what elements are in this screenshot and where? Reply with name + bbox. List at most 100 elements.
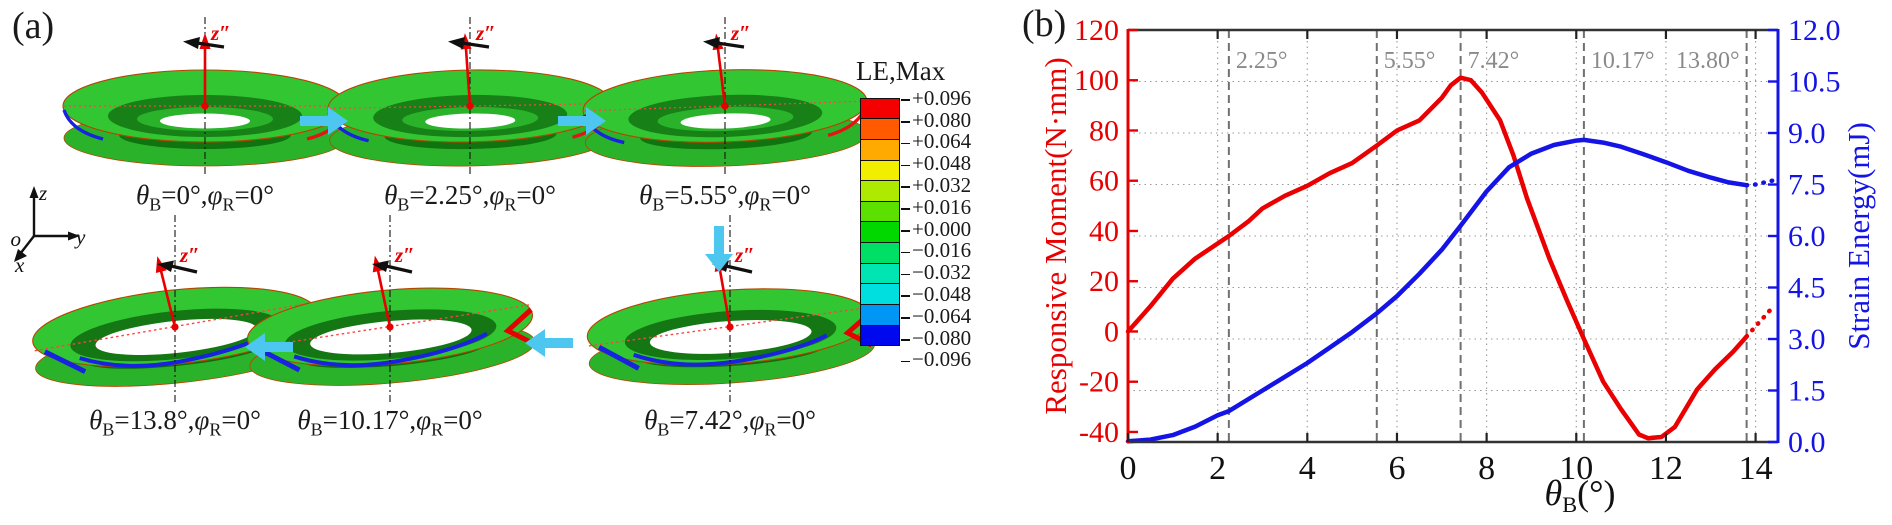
triad-label-o: o — [11, 227, 22, 251]
blue-edge-thick — [597, 344, 640, 371]
legend-tick-line — [901, 208, 910, 210]
x-tick-label: 8 — [1478, 450, 1495, 487]
red-dotted-diameter — [249, 303, 531, 350]
annotation-lines: 2.25° 5.55° 7.42° 10.17° 13.80° — [1227, 30, 1748, 442]
torus-cell: z″ θB=10.17°,φR=0° — [240, 212, 540, 440]
legend-tick-line — [901, 251, 910, 254]
tangent-arrow — [372, 260, 413, 274]
tangent-arrow — [448, 37, 490, 49]
annotation-label: 10.17° — [1591, 48, 1655, 74]
legend-color-swatch — [860, 242, 900, 264]
legend-tick-line — [901, 339, 910, 341]
left-tick-label: -20 — [1079, 366, 1119, 399]
torus-cell: z″ θB=5.55°,φR=0° — [575, 14, 875, 215]
legend-tick-label: −0.080 — [901, 327, 971, 349]
torus-snapshot: z″ — [586, 215, 875, 402]
x-tick-label: 4 — [1299, 450, 1316, 487]
contour-legend: LE,Max +0.096 +0.080 +0.064 +0.048 +0.032 +0.… — [856, 56, 1026, 371]
legend-color-swatch — [860, 200, 900, 223]
legend-title: LE,Max — [856, 56, 946, 86]
right-tick-label: 9.0 — [1788, 117, 1826, 150]
torus-caption: θB=2.25°,φR=0° — [384, 180, 556, 215]
right-tick-label: 1.5 — [1788, 375, 1826, 408]
legend-color-swatch — [860, 324, 900, 347]
left-tick-label: 0 — [1104, 315, 1119, 348]
left-tick-label: 80 — [1089, 114, 1119, 147]
blue-inner-band — [293, 331, 488, 368]
legend-tick-line — [901, 273, 910, 276]
legend-color-swatch — [860, 303, 900, 326]
flow-arrow-down-icon — [702, 224, 738, 279]
annotation-label: 5.55° — [1384, 48, 1436, 74]
legend-tick-label: −0.032 — [901, 261, 971, 283]
right-axis-title: Strain Energy(mJ) — [1841, 122, 1876, 350]
series-left — [1125, 75, 1749, 441]
right-tick-label: 12.0 — [1788, 14, 1841, 47]
legend-color-swatch — [860, 159, 900, 182]
flow-arrow-right-icon — [556, 104, 608, 143]
torus-body — [586, 288, 875, 385]
legend-tick-label: +0.096 — [901, 87, 971, 109]
torus-cell: z″ θB=7.42°,φR=0° — [580, 212, 880, 440]
x-tick-label: 12 — [1649, 450, 1683, 487]
torus-caption: θB=0°,φR=0° — [135, 180, 275, 215]
tangent-arrow — [157, 260, 198, 274]
torus-caption: θB=7.42°,φR=0° — [644, 405, 816, 440]
left-tick-label: 100 — [1074, 64, 1119, 97]
x-tick-label: 10 — [1559, 450, 1593, 487]
right-tick-label: 0.0 — [1788, 426, 1826, 459]
x-tick-label: 0 — [1120, 450, 1137, 487]
tick-marks — [1126, 28, 1778, 444]
right-tick-label: 4.5 — [1788, 272, 1826, 305]
series-right — [1125, 137, 1749, 444]
torus-body — [327, 69, 613, 167]
legend-tick-label: +0.080 — [901, 109, 971, 131]
panel-a-label: (a) — [12, 5, 55, 47]
legend-color-swatch — [860, 180, 900, 203]
legend-tick-label: −0.064 — [901, 305, 971, 327]
legend-tick-line — [901, 295, 910, 297]
torus-snapshot: z″ — [246, 215, 536, 402]
torus-snapshot: z″ — [582, 17, 868, 176]
left-tick-label: 20 — [1089, 265, 1119, 298]
right-tick-label: 7.5 — [1788, 169, 1826, 202]
legend-tick-line — [901, 230, 910, 232]
triad-label-y: y — [74, 225, 86, 249]
red-dotted-diameter — [588, 306, 872, 347]
red-dotted-diameter — [34, 301, 316, 352]
flow-arrow-left-icon — [523, 326, 575, 365]
right-tick-label: 3.0 — [1788, 323, 1826, 356]
legend-tick-line — [901, 99, 910, 101]
legend-tick-line — [901, 121, 910, 123]
triad-label-z: z — [38, 182, 47, 205]
triad-label-x: x — [14, 253, 25, 274]
legend-swatch-stack — [860, 97, 900, 347]
torus-body — [246, 287, 536, 386]
legend-color-swatch — [860, 118, 900, 141]
x-tick-label: 2 — [1209, 450, 1226, 487]
torus-caption: θB=13.8°,φR=0° — [89, 405, 261, 440]
legend-tick-label: −0.048 — [901, 283, 971, 305]
z-axis-label: z″ — [734, 243, 755, 267]
torus-cell: z″ θB=0°,φR=0° — [55, 14, 355, 215]
legend-tick-label: +0.016 — [901, 196, 971, 218]
left-tick-label: 120 — [1074, 14, 1119, 47]
x-axis-title: θB(°) — [1545, 473, 1616, 517]
x-tick-label: 6 — [1388, 450, 1405, 487]
legend-tick-line — [901, 142, 910, 145]
blue-edge — [62, 109, 104, 141]
torus-cell: z″ θB=2.25°,φR=0° — [320, 14, 620, 215]
z-axis-label: z″ — [394, 243, 415, 267]
legend-color-swatch — [860, 283, 900, 306]
left-axis-title: Responsive Moment(N·mm) — [1038, 57, 1073, 414]
legend-tick-label: +0.000 — [901, 218, 971, 240]
z-axis-label: z″ — [210, 21, 231, 45]
legend-color-swatch — [860, 262, 900, 285]
flow-arrow-right-icon — [298, 104, 350, 143]
legend-tick-label: −0.096 — [901, 348, 971, 370]
panel-b: (b) 2.25° 5.55° 7.42° 10.17° 13.80° -40 -20 0 20… — [1020, 0, 1892, 520]
panel-b-label: (b) — [1022, 3, 1067, 45]
legend-tick-line — [901, 360, 910, 363]
left-tick-label: 60 — [1089, 165, 1119, 198]
